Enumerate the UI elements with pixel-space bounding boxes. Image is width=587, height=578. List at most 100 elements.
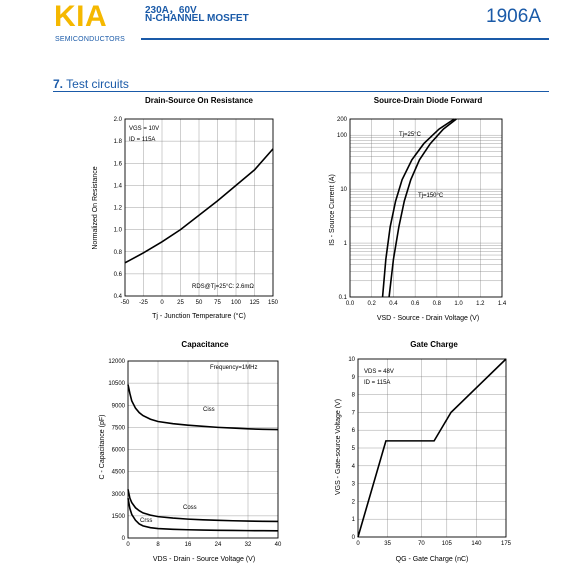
rds-x-tick-label: 50: [196, 300, 203, 306]
gate-y-tick-label: 9: [352, 375, 356, 381]
gate-x-tick-label: 35: [384, 541, 391, 547]
gate-y-tick-label: 4: [352, 464, 356, 470]
rds-y-tick-label: 2.0: [114, 117, 123, 123]
capacitance-annotation-frequency: Frequency=1MHz: [210, 365, 258, 371]
rds-x-tick-label: 25: [177, 300, 184, 306]
cap-series-line-ciss: [127, 384, 279, 431]
diode-chart-title: Source-Drain Diode Forward: [374, 96, 483, 105]
section-divider: [53, 91, 549, 92]
cap-series-label: Coss: [183, 505, 197, 511]
rds-annotations: VGS = 10V ID = 115A RDS@Tj=25°C: 2.6mΩ: [129, 126, 254, 290]
diode-x-tick-label: 1.2: [476, 301, 485, 307]
header-divider: [141, 38, 549, 40]
rds-x-tick-label: -50: [121, 300, 130, 306]
gate-y-tick-label: 1: [352, 517, 356, 523]
gate-series-line: [357, 358, 507, 538]
gate-x-tick-label: 70: [418, 541, 425, 547]
gate-annotations: VDS = 48V ID = 115A: [364, 369, 394, 386]
diode-series-line-tj-25-c: [388, 118, 457, 298]
diode-x-axis-label: VSD - Source - Drain Voltage (V): [377, 315, 479, 322]
diode-y-tick-label: 0.1: [339, 295, 348, 301]
gate-x-tick-label: 175: [501, 541, 512, 547]
rds-x-tick-label: 75: [214, 300, 221, 306]
capacitance-chart: Capacitance VDS - Drain - Source Voltage…: [99, 340, 282, 563]
cap-plot-frame: [127, 360, 279, 539]
gate-x-axis-label: QG - Gate Charge (nC): [396, 556, 469, 563]
diode-grid: [350, 119, 502, 297]
rds-chart: Drain-Source On Resistance Tj - Junction…: [92, 96, 279, 320]
cap-x-tick-label: 0: [126, 542, 130, 548]
diode-x-tick-label: 1.4: [498, 301, 507, 307]
rds-y-tick-label: 1.0: [114, 228, 123, 234]
diode-series-line-tj-150-c: [381, 118, 455, 298]
part-number: 1906A: [486, 6, 541, 27]
cap-grid: [128, 361, 278, 538]
rds-x-tick-label: 125: [249, 300, 260, 306]
rds-x-tick-label: 150: [268, 300, 279, 306]
gate-y-axis-label: VGS - Gate-source Voltage (V): [335, 399, 342, 495]
rds-x-axis-label: Tj - Junction Temperature (°C): [152, 312, 246, 320]
gate-chart-title: Gate Charge: [410, 340, 458, 349]
rds-y-tick-label: 1.2: [114, 206, 123, 212]
section-title: Test circuits: [66, 77, 129, 91]
rds-y-tick-label: 1.6: [114, 161, 123, 167]
diode-y-tick-label: 200: [337, 117, 348, 123]
cap-y-tick-label: 4500: [112, 470, 126, 476]
diode-series-label: Tj=25°C: [399, 132, 422, 138]
cap-x-tick-label: 24: [215, 542, 222, 548]
kia-logo: KIA: [54, 0, 108, 33]
cap-y-tick-label: 3000: [112, 492, 126, 498]
gate-y-tick-label: 5: [352, 446, 356, 452]
gate-y-tick-label: 10: [348, 357, 355, 363]
cap-y-tick-label: 12000: [108, 359, 125, 365]
diode-x-tick-label: 0.8: [433, 301, 442, 307]
gate-y-tick-label: 7: [352, 410, 356, 416]
cap-y-tick-label: 1500: [112, 514, 126, 520]
section-number: 7.: [53, 77, 64, 91]
diode-y-tick-label: 1: [344, 241, 348, 247]
diode-x-tick-label: 1.0: [454, 301, 463, 307]
rds-x-tick-label: -25: [139, 300, 148, 306]
diode-y-tick-label: 10: [340, 187, 347, 193]
rds-x-tick-label: 100: [231, 300, 242, 306]
rds-y-tick-label: 1.4: [114, 183, 123, 189]
rds-y-axis-label: Normalized On Resistance: [92, 166, 99, 249]
cap-y-tick-label: 9000: [112, 403, 126, 409]
gate-annotation-vds: VDS = 48V: [364, 369, 394, 375]
diode-plot-frame: [349, 118, 503, 298]
rds-chart-title: Drain-Source On Resistance: [145, 96, 254, 105]
logo-subtitle: SEMICONDUCTORS: [55, 36, 125, 43]
diode-series-label: Tj=150°C: [418, 193, 444, 199]
cap-series-label: Crss: [140, 518, 152, 524]
cap-x-tick-label: 32: [245, 542, 252, 548]
gate-y-tick-label: 6: [352, 428, 356, 434]
gate-plot-frame: [357, 358, 507, 538]
rds-y-tick-label: 1.8: [114, 139, 123, 145]
gate-y-tick-label: 3: [352, 482, 356, 488]
rds-y-tick-label: 0.8: [114, 250, 123, 256]
rds-annotation-id: ID = 115A: [129, 137, 155, 143]
gate-charge-chart: Gate Charge QG - Gate Charge (nC) VGS - …: [335, 340, 512, 563]
rds-grid: [125, 119, 273, 296]
cap-x-tick-label: 8: [156, 542, 160, 548]
cap-x-tick-label: 16: [185, 542, 192, 548]
rds-x-tick-label: 0: [160, 300, 164, 306]
gate-x-tick-label: 105: [442, 541, 453, 547]
diode-x-tick-label: 0.0: [346, 301, 355, 307]
gate-y-tick-label: 8: [352, 393, 356, 399]
capacitance-x-axis-label: VDS - Drain - Source Voltage (V): [153, 556, 255, 563]
rds-annotation-ref: RDS@Tj=25°C: 2.6mΩ: [192, 284, 254, 290]
rds-annotation-vgs: VGS = 10V: [129, 126, 159, 132]
diode-y-axis-label: IS - Source Current (A): [329, 174, 336, 246]
cap-series-line-coss: [127, 489, 279, 523]
rds-y-tick-label: 0.4: [114, 294, 123, 300]
diode-y-tick-label: 100: [337, 133, 348, 139]
cap-x-tick-label: 40: [275, 542, 282, 548]
rds-plot-frame: [124, 118, 274, 297]
gate-y-tick-label: 0: [352, 535, 356, 541]
cap-y-tick-label: 7500: [112, 425, 126, 431]
cap-series-line-crss: [127, 498, 279, 532]
cap-y-tick-label: 10500: [108, 381, 125, 387]
capacitance-chart-title: Capacitance: [181, 340, 229, 349]
